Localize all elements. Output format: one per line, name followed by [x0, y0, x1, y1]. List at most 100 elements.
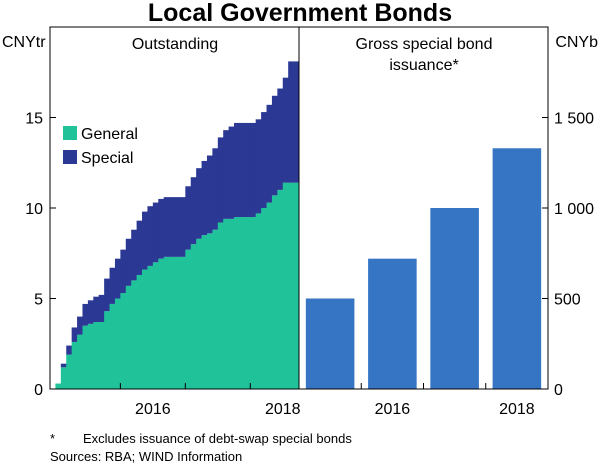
special-bar — [87, 300, 94, 324]
general-bar — [142, 269, 148, 389]
general-bar — [120, 293, 127, 389]
left-x-ticks: 2016 2018 — [119, 383, 316, 418]
issuance-bar — [492, 148, 542, 389]
special-bar — [266, 104, 273, 203]
special-bar — [212, 148, 219, 230]
general-bar — [223, 218, 230, 389]
left-y-tick-label: 15 — [25, 111, 43, 128]
special-bar — [104, 278, 110, 312]
general-bar — [104, 311, 110, 389]
left-axis-unit: CNYtr — [2, 34, 46, 51]
right-x-ticks: 2016 2018 — [360, 383, 535, 418]
special-bar — [261, 112, 267, 208]
general-bar — [212, 229, 219, 389]
general-bar — [255, 213, 262, 389]
special-bar — [293, 61, 300, 183]
general-bar — [190, 244, 197, 389]
special-bar — [250, 122, 257, 218]
general-bar — [136, 274, 143, 389]
general-bar — [239, 217, 246, 389]
left-y-tick-label: 0 — [34, 382, 43, 399]
general-bar — [87, 323, 94, 389]
legend-label-special: Special — [81, 150, 133, 167]
special-bar — [244, 122, 251, 218]
special-bar — [179, 197, 186, 257]
special-bar — [190, 177, 197, 245]
special-bar — [255, 119, 262, 214]
general-bar — [277, 189, 284, 389]
special-bar — [109, 267, 116, 304]
general-bar — [293, 182, 300, 389]
general-bar — [261, 208, 267, 389]
special-bar — [147, 206, 154, 266]
left-y-tick-label: 5 — [34, 292, 43, 309]
general-bar — [55, 383, 62, 389]
special-bar — [271, 95, 278, 196]
issuance-bar — [368, 258, 417, 389]
general-bar — [201, 235, 208, 389]
general-bar — [250, 217, 257, 389]
legend-swatch-general — [63, 126, 77, 140]
general-bar — [125, 285, 132, 389]
left-x-tick-label: 2016 — [135, 401, 171, 418]
special-bar — [163, 197, 170, 257]
general-bar — [147, 265, 154, 389]
special-bar — [185, 186, 192, 250]
footnote: Excludes issuance of debt-swap special b… — [83, 431, 352, 446]
special-bar — [277, 88, 284, 190]
special-bar — [288, 61, 294, 183]
general-bar — [179, 256, 186, 389]
general-bar — [66, 354, 73, 389]
general-bar — [109, 303, 116, 389]
right-y-tick-label: 1 500 — [554, 111, 594, 128]
outstanding-panel: Outstanding CNYtr 0 5 10 15 2016 2018 Genera… — [2, 34, 316, 418]
general-bar — [131, 280, 138, 389]
special-bar — [196, 168, 202, 239]
issuance-panel: Gross special bond issuance* CNYb 0 500 1 0… — [305, 34, 598, 418]
special-bar — [223, 130, 230, 219]
legend-swatch-special — [63, 150, 77, 164]
general-bar — [228, 218, 235, 389]
outstanding-panel-title: Outstanding — [132, 36, 218, 53]
right-y-tick-label: 1 000 — [554, 201, 594, 218]
general-bar — [163, 256, 170, 389]
footnote-marker: * — [50, 431, 56, 446]
general-bar — [244, 217, 251, 389]
special-bar — [169, 197, 175, 257]
legend-label-general: General — [81, 126, 138, 143]
special-bar — [206, 155, 213, 234]
legend: General Special — [63, 126, 138, 167]
special-bar — [239, 122, 246, 218]
special-bar — [71, 327, 78, 342]
special-bar — [228, 126, 235, 219]
general-bar — [217, 222, 224, 389]
general-bar — [77, 334, 83, 389]
special-bar — [98, 294, 105, 323]
right-x-tick-label: 2018 — [499, 401, 535, 418]
special-bar — [125, 238, 132, 286]
left-y-tick-label: 10 — [25, 201, 43, 218]
special-bar — [201, 160, 208, 236]
general-bar — [185, 249, 192, 389]
general-bar — [266, 202, 273, 389]
special-bar — [174, 197, 181, 257]
special-bar — [120, 249, 127, 294]
general-bar — [206, 233, 213, 389]
special-bar — [114, 258, 121, 299]
general-bar — [82, 325, 89, 389]
general-bar — [174, 256, 181, 389]
left-y-ticks: 0 5 10 15 — [25, 111, 56, 399]
left-x-tick-label: 2018 — [265, 401, 301, 418]
special-bar — [131, 229, 138, 281]
general-bar — [169, 256, 175, 389]
general-bar — [152, 262, 159, 389]
general-bar — [271, 195, 278, 389]
special-bar — [82, 303, 89, 326]
right-y-tick-label: 0 — [554, 382, 563, 399]
special-bar — [282, 77, 289, 183]
special-bar — [136, 220, 143, 275]
general-bar — [60, 367, 67, 389]
special-bar — [66, 345, 73, 355]
issuance-bar — [430, 208, 479, 389]
